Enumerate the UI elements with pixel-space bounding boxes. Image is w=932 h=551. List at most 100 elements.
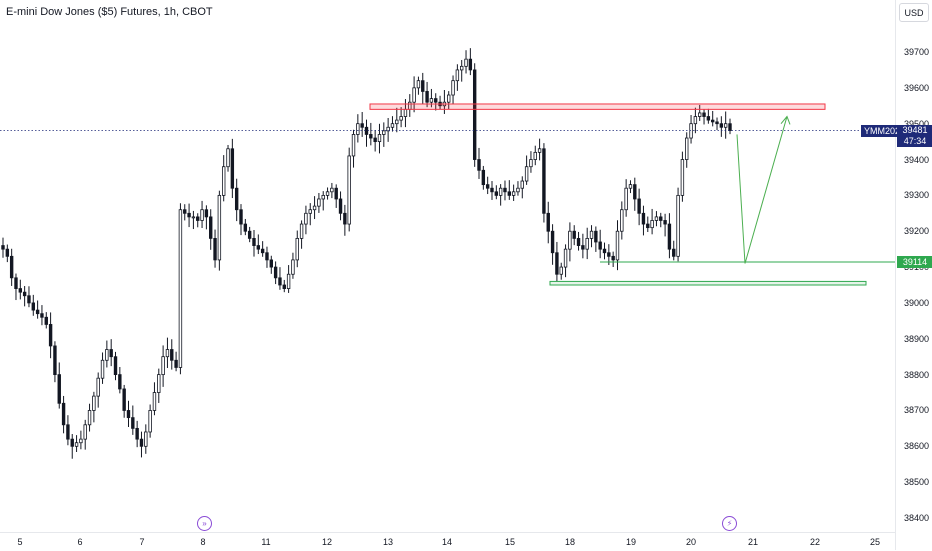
candle-body	[412, 87, 416, 103]
candle-body	[507, 191, 512, 196]
candle-body	[105, 349, 109, 361]
candle-body	[563, 248, 568, 268]
candle-body	[57, 374, 61, 404]
chart-area[interactable]	[0, 0, 895, 532]
candle-body	[304, 212, 308, 225]
candle-body	[122, 388, 126, 411]
candle-body	[178, 209, 183, 368]
time-tick-label: 11	[261, 537, 271, 547]
price-tick-label: 39500	[904, 118, 930, 129]
candle-body	[624, 187, 628, 211]
candle-body	[221, 166, 226, 196]
candle-body	[390, 123, 395, 128]
candle-body	[710, 119, 715, 123]
candle-body	[226, 148, 230, 168]
candle-body	[382, 130, 386, 135]
time-tick-label: 18	[564, 537, 576, 547]
candle-body	[334, 187, 338, 200]
candle-body	[447, 94, 451, 103]
candle-body	[152, 392, 157, 411]
time-tick-label: 13	[382, 537, 394, 547]
candlestick-chart[interactable]	[0, 0, 895, 532]
event-icon-forward[interactable]: »	[197, 516, 212, 531]
candle-body	[126, 410, 131, 419]
candle-body	[53, 345, 57, 376]
candle-body	[230, 148, 235, 189]
last-price-tag: 39481	[897, 125, 932, 136]
candle-body	[659, 216, 663, 221]
candle-body	[35, 309, 40, 315]
candle-body	[460, 65, 464, 71]
currency-button[interactable]: USD	[899, 3, 929, 22]
candle-body	[282, 284, 286, 289]
lightning-event-icon[interactable]: ⚡	[722, 516, 737, 531]
candle-body	[723, 123, 728, 128]
candle-body	[477, 159, 481, 171]
candle-body	[83, 424, 87, 440]
candle-body	[213, 237, 217, 261]
candle-body	[312, 205, 317, 211]
candle-body	[568, 230, 572, 250]
countdown-tag: 47:34	[897, 136, 932, 147]
candle-body	[135, 427, 139, 440]
candle-body	[217, 194, 222, 261]
candle-body	[61, 402, 66, 426]
candle-body	[615, 230, 620, 261]
candle-body	[144, 431, 148, 447]
candle-body	[715, 121, 719, 125]
candle-body	[490, 187, 494, 193]
price-tick-label: 39600	[904, 82, 930, 93]
candle-body	[555, 252, 559, 275]
candle-body	[425, 91, 429, 103]
candle-body	[403, 108, 408, 117]
symbol-tag: YMM2024	[861, 125, 909, 137]
price-tick-label: 39700	[904, 47, 930, 57]
candle-body	[338, 198, 343, 214]
candle-body	[685, 137, 689, 160]
projection-path	[736, 116, 788, 264]
time-tick-label: 19	[625, 537, 637, 547]
candle-body	[511, 191, 516, 196]
candle-body	[139, 438, 144, 447]
candle-body	[663, 220, 667, 225]
candle-body	[196, 216, 200, 221]
candle-body	[429, 98, 434, 103]
candle-body	[498, 187, 503, 196]
candle-body	[611, 255, 615, 261]
candle-body	[260, 248, 265, 254]
time-tick-label: 7	[139, 537, 145, 547]
candle-body	[131, 417, 135, 429]
candle-body	[96, 377, 100, 397]
candle-body	[79, 438, 83, 444]
candle-body	[602, 248, 607, 254]
candle-body	[278, 277, 282, 286]
time-tick-label: 6	[77, 537, 83, 547]
candle-body	[481, 169, 486, 186]
candle-body	[200, 209, 204, 221]
candle-body	[698, 112, 702, 117]
time-tick-label: 15	[504, 537, 516, 547]
time-tick-label: 21	[747, 537, 759, 547]
candle-body	[347, 155, 351, 225]
price-tick-label: 38900	[904, 333, 930, 344]
candle-body	[719, 123, 724, 128]
candle-body	[295, 237, 299, 261]
candle-body	[118, 374, 122, 390]
candle-body	[369, 134, 373, 139]
price-axis[interactable]	[895, 0, 932, 550]
support-level-tag: 39114	[897, 256, 932, 268]
candle-body	[667, 223, 672, 250]
candle-body	[520, 180, 524, 189]
candle-body	[174, 359, 178, 368]
candle-body	[455, 69, 460, 82]
candle-body	[360, 123, 364, 128]
candle-body	[343, 212, 347, 225]
candle-body	[109, 349, 113, 358]
time-axis[interactable]	[0, 532, 895, 551]
candle-body	[66, 424, 70, 440]
candle-body	[308, 209, 312, 214]
price-tick-label: 38400	[904, 513, 930, 523]
candle-body	[27, 295, 31, 304]
candle-body	[676, 194, 680, 257]
candle-body	[472, 69, 477, 160]
